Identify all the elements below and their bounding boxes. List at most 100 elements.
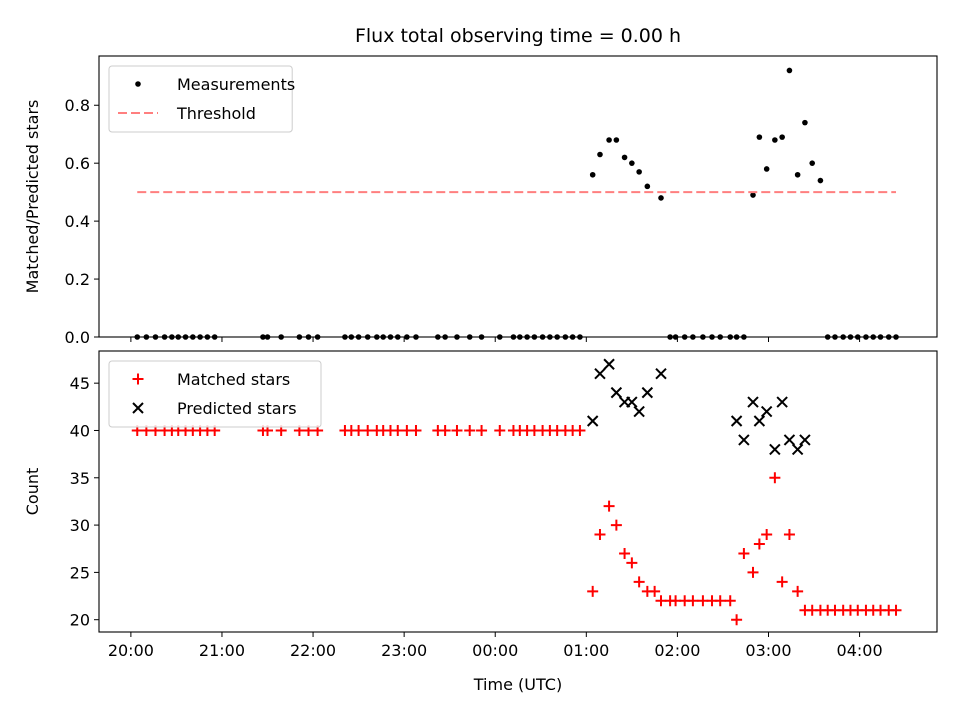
data-point — [305, 334, 312, 340]
data-point — [724, 595, 736, 607]
data-point — [840, 334, 846, 340]
data-point — [633, 576, 645, 588]
data-point — [769, 472, 781, 484]
legend-marker — [135, 81, 141, 87]
legend-label: Measurements — [177, 75, 295, 94]
legend-box — [108, 360, 322, 428]
x-tick-label: 04:00 — [837, 641, 883, 660]
data-point — [404, 334, 410, 340]
data-point — [442, 334, 448, 340]
data-point — [760, 405, 773, 418]
data-point — [594, 529, 606, 541]
data-point — [756, 134, 763, 140]
data-point — [772, 137, 778, 143]
data-point — [554, 334, 560, 340]
data-point — [524, 334, 530, 340]
data-point — [574, 424, 586, 436]
data-point — [792, 585, 804, 597]
data-point — [190, 334, 196, 340]
y-tick-label: 0.2 — [65, 270, 90, 289]
data-point — [387, 334, 394, 340]
x-axis-label: Time (UTC) — [473, 675, 562, 694]
series-matched-stars — [131, 424, 902, 626]
bottom-panel-counts: 20:00 21:00 22:00 23:00 00:00 01:00 02:00 03:00… — [23, 350, 938, 660]
data-point — [794, 171, 801, 178]
data-point — [539, 334, 546, 340]
data-point — [562, 334, 569, 340]
y-tick-label: 35 — [70, 469, 90, 488]
x-tick-label: 23:00 — [381, 641, 427, 660]
chart-title: Flux total observing time = 0.00 h — [355, 25, 681, 47]
data-point — [594, 367, 606, 380]
data-point — [152, 334, 159, 340]
data-point — [877, 334, 884, 340]
data-point — [893, 334, 899, 340]
data-point — [413, 334, 419, 340]
data-point — [817, 177, 824, 184]
data-point — [610, 386, 623, 399]
data-point — [626, 396, 638, 408]
data-point — [733, 334, 740, 340]
data-point — [204, 334, 211, 340]
x-tick-label: 02:00 — [654, 641, 700, 660]
data-point — [342, 334, 348, 340]
data-point — [374, 334, 380, 340]
data-point — [731, 614, 743, 626]
data-point — [655, 367, 667, 380]
data-point — [197, 334, 203, 340]
series-measurements — [134, 67, 899, 340]
data-point — [763, 166, 770, 172]
data-point — [761, 529, 773, 541]
data-point — [569, 334, 576, 340]
data-point — [175, 334, 182, 340]
data-point — [636, 169, 642, 175]
data-point — [690, 334, 696, 340]
data-point — [747, 566, 759, 578]
legend-marker — [132, 402, 144, 414]
data-point — [786, 67, 793, 74]
legend: Measurements Threshold — [108, 65, 295, 133]
y-tick-label: 20 — [70, 611, 90, 630]
data-point — [577, 334, 583, 340]
data-point — [750, 192, 756, 198]
data-point — [791, 443, 804, 456]
y-tick-label: 25 — [70, 563, 90, 582]
data-point — [606, 137, 612, 143]
data-point — [451, 424, 463, 436]
data-point — [610, 519, 622, 531]
data-point — [641, 386, 654, 399]
data-point — [847, 334, 854, 340]
data-point — [603, 358, 615, 370]
data-point — [783, 434, 796, 446]
data-point — [435, 334, 441, 340]
x-tick-label: 01:00 — [563, 641, 609, 660]
data-point — [394, 334, 401, 340]
data-point — [738, 434, 750, 446]
data-point — [476, 424, 488, 436]
data-point — [747, 396, 759, 408]
series-predicted-stars — [586, 358, 811, 456]
data-point — [464, 424, 476, 436]
axes-frame — [98, 350, 938, 633]
data-point — [260, 334, 266, 340]
y-tick-label: 0.6 — [65, 154, 90, 173]
data-point — [355, 334, 362, 340]
legend: Matched stars Predicted stars — [108, 360, 322, 428]
data-point — [802, 119, 808, 126]
data-point — [182, 334, 189, 340]
y-axis-label: Matched/Predicted stars — [23, 100, 42, 294]
legend-label: Matched stars — [177, 370, 290, 389]
data-point — [587, 585, 599, 597]
data-point — [779, 134, 785, 140]
data-point — [633, 405, 645, 418]
data-point — [700, 334, 706, 340]
data-point — [890, 604, 902, 616]
data-point — [863, 334, 869, 340]
x-tick-label: 00:00 — [472, 641, 518, 660]
data-point — [824, 334, 831, 340]
data-point — [531, 334, 538, 340]
data-point — [410, 424, 422, 436]
legend-marker — [132, 373, 144, 385]
data-point — [644, 183, 651, 190]
